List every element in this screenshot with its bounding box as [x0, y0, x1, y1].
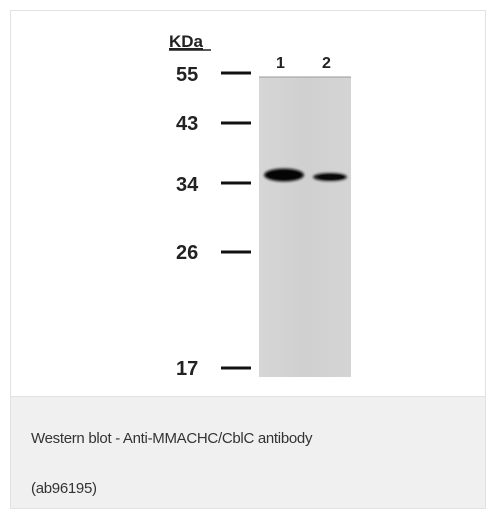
figure-caption: Western blot - Anti-MMACHC/CblC antibody… [11, 396, 485, 508]
lane-label-2: 2 [322, 55, 331, 72]
band-lane-1-core [267, 170, 301, 180]
marker-label-17: 17 [176, 358, 198, 380]
figure-card: KDa 1 2 55 43 34 26 17 Western blot - An… [10, 10, 486, 509]
band-lane-2-core [318, 174, 344, 180]
caption-product-code: (ab96195) [31, 480, 97, 497]
western-blot-image: KDa 1 2 55 43 34 26 17 [11, 11, 485, 396]
marker-label-55: 55 [176, 64, 198, 86]
lane-label-1: 1 [276, 55, 285, 72]
unit-label: KDa [169, 32, 204, 51]
marker-label-34: 34 [176, 174, 199, 196]
membrane [259, 77, 351, 377]
blot-svg: KDa 1 2 55 43 34 26 17 [169, 32, 351, 380]
marker-label-43: 43 [176, 113, 198, 135]
caption-title: Western blot - Anti-MMACHC/CblC antibody [31, 430, 313, 447]
marker-label-26: 26 [176, 242, 198, 264]
